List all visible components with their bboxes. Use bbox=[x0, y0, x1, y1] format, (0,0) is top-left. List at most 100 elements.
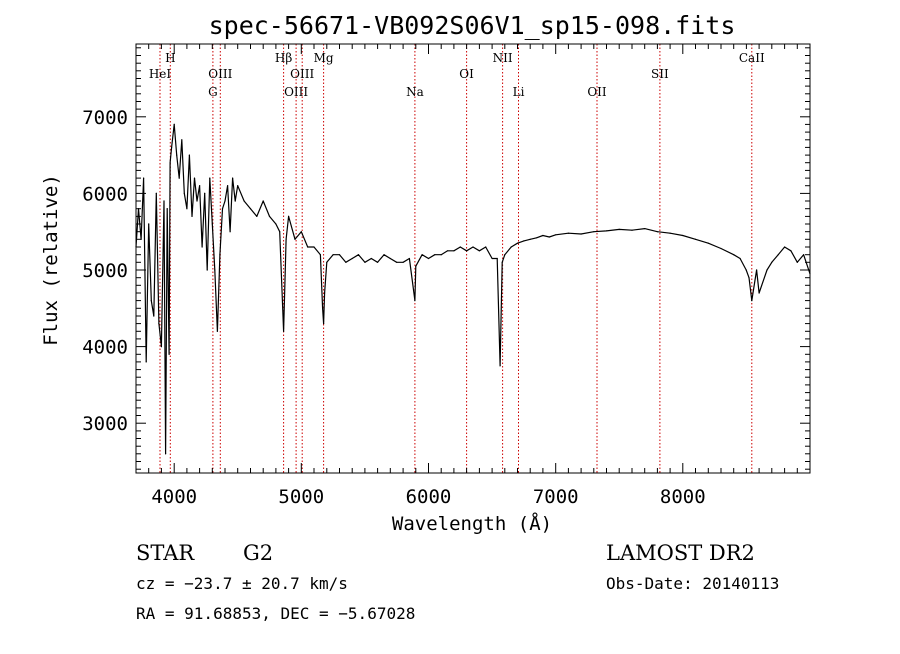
spectrum-point bbox=[377, 261, 379, 263]
spectrum-point bbox=[485, 246, 487, 248]
spectrum-point bbox=[751, 300, 753, 302]
spectrum-point bbox=[748, 277, 750, 279]
spectrum-point bbox=[758, 292, 760, 294]
spectrum-point bbox=[766, 269, 768, 271]
spectrum-point bbox=[542, 234, 544, 237]
y-tick-label: 6000 bbox=[82, 183, 128, 205]
axis-ticks bbox=[136, 44, 811, 473]
spectrum-point bbox=[408, 257, 410, 260]
spectrum-point bbox=[351, 257, 353, 260]
spectrum-point bbox=[211, 223, 213, 225]
spectrum-point bbox=[803, 254, 805, 256]
spectrum-point bbox=[166, 208, 168, 210]
spectrum-point bbox=[720, 247, 722, 250]
spectrum-point bbox=[682, 234, 684, 237]
spectrum-point bbox=[332, 254, 334, 256]
spectrum-point bbox=[216, 330, 218, 332]
spectrum-point bbox=[234, 200, 236, 202]
spectrum-point bbox=[644, 228, 646, 230]
spectral-line-label: G bbox=[208, 85, 218, 99]
spectrum-point bbox=[313, 246, 315, 248]
spectrum-point bbox=[777, 254, 779, 256]
spectrum-point bbox=[204, 192, 206, 194]
y-tick-labels: 3000 4000 5000 6000 7000 bbox=[82, 107, 128, 435]
spectrum-point bbox=[694, 238, 697, 240]
spectrum-point bbox=[548, 236, 550, 238]
spectrum-point bbox=[148, 223, 150, 225]
spectrum-point bbox=[283, 330, 285, 332]
spectrum-point bbox=[656, 231, 659, 233]
spectrum-point bbox=[499, 365, 501, 367]
spectrum-point bbox=[338, 254, 341, 256]
spectrum-point bbox=[196, 200, 198, 202]
spectrum-point bbox=[707, 242, 709, 244]
spectrum-point bbox=[504, 254, 506, 256]
spectrum-point bbox=[155, 192, 157, 194]
spectral-line-label: OIII bbox=[284, 85, 308, 99]
object-class: STAR bbox=[136, 541, 195, 565]
spectrum-point bbox=[249, 208, 252, 210]
spectrum-point bbox=[510, 246, 512, 248]
spectrum-point bbox=[165, 453, 167, 455]
spectral-line-label: OII bbox=[587, 85, 607, 99]
spectrum-point bbox=[153, 315, 155, 317]
spectrum-point bbox=[237, 185, 239, 187]
spectrum-point bbox=[171, 146, 173, 148]
spectrum-point bbox=[150, 300, 152, 302]
spectrum-point bbox=[173, 123, 175, 125]
spectrum-point bbox=[163, 200, 165, 202]
x-tick-label: 7000 bbox=[533, 486, 579, 508]
spectrum-point bbox=[516, 242, 519, 244]
spectrum-point bbox=[383, 254, 385, 256]
spectrum-point bbox=[268, 215, 271, 217]
spectrum-point bbox=[227, 185, 229, 187]
spectrum-point bbox=[191, 215, 193, 217]
spectrum-point bbox=[733, 254, 735, 256]
spectrum-point bbox=[307, 246, 309, 248]
spectrum-point bbox=[415, 265, 417, 267]
spectrum-point bbox=[434, 254, 436, 256]
spectrum-point bbox=[319, 254, 321, 256]
spectrum-point bbox=[453, 250, 455, 252]
x-tick-labels: 4000 5000 6000 7000 8000 bbox=[151, 486, 705, 508]
spectral-line-label: CaII bbox=[739, 51, 765, 65]
spectrum-point bbox=[178, 177, 180, 179]
spectrum-point bbox=[567, 232, 570, 234]
redshift-readout: cz = −23.7 ± 20.7 km/s bbox=[136, 574, 348, 593]
spectrum-point bbox=[199, 185, 201, 187]
spectrum-point bbox=[669, 232, 671, 234]
spectrum-point bbox=[631, 229, 633, 231]
spectrum-point bbox=[421, 254, 423, 256]
y-tick-label: 7000 bbox=[82, 107, 128, 129]
spectrum-point bbox=[168, 353, 170, 355]
spectrum-point bbox=[294, 238, 296, 240]
spectrum-point bbox=[790, 250, 792, 252]
spectrum-point bbox=[186, 208, 188, 210]
spectrum-point bbox=[396, 261, 398, 263]
coordinates: RA = 91.68853, DEC = −5.67028 bbox=[136, 604, 415, 623]
spectrum-point bbox=[243, 200, 245, 202]
spectrum-point bbox=[529, 238, 531, 240]
survey-name: LAMOST DR2 bbox=[606, 541, 755, 565]
series-group bbox=[135, 123, 811, 455]
spectrum-point bbox=[555, 234, 557, 236]
spectrum-point bbox=[188, 154, 190, 156]
spectrum-point bbox=[183, 192, 185, 194]
spectrum-point bbox=[324, 292, 326, 294]
spectrum-point bbox=[262, 200, 264, 202]
spectrum-point bbox=[323, 323, 325, 325]
spectrum-point bbox=[219, 254, 221, 256]
spectrum-point bbox=[472, 246, 474, 248]
spectrum-point bbox=[427, 257, 430, 260]
spectrum-point bbox=[496, 257, 498, 260]
y-tick-label: 3000 bbox=[82, 413, 128, 435]
plot-frame bbox=[135, 43, 811, 474]
chart-title: spec-56671-VB092S06V1_sp15-098.fits bbox=[209, 11, 736, 40]
spectrum-point bbox=[322, 307, 324, 309]
x-axis-label: Wavelength (Å) bbox=[392, 512, 552, 535]
spectrum-point bbox=[345, 261, 347, 263]
spectral-line-label: H bbox=[165, 51, 175, 65]
spectrum-point bbox=[229, 231, 231, 233]
spectral-line-label: Hβ bbox=[275, 51, 292, 65]
